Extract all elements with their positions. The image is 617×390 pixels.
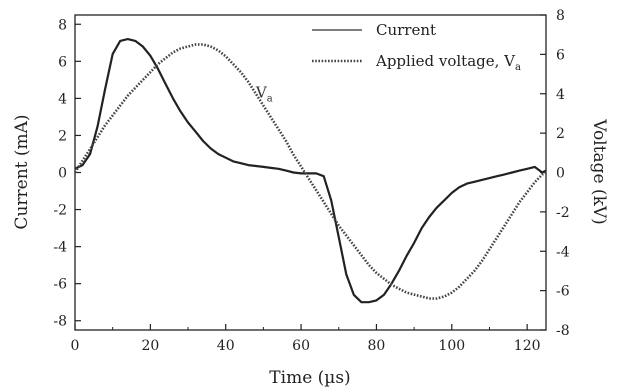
y-left-tick-label-8: -8: [53, 314, 67, 330]
series-layer: [73, 38, 547, 304]
y-left-axis-title: Current (mA): [12, 114, 32, 229]
y-right-axis-title: Voltage (kV): [589, 118, 609, 225]
x-tick-label-5: 100: [438, 338, 465, 354]
legend: Current Applied voltage, Va: [312, 21, 521, 73]
y-left-tick-label-6: -4: [53, 240, 67, 256]
y-right-tick-label-2: 4: [556, 87, 565, 103]
series-line-current: [74, 38, 547, 304]
x-tick-label-2: 40: [217, 338, 235, 354]
y-right-tick-label-4: 0: [556, 166, 565, 182]
y-right-tick-label-8: -8: [556, 323, 570, 339]
y-right-axis-ticks: 8 6 4 2 0 -2 -4 -6 -8: [540, 8, 570, 339]
y-left-tick-label-0: 8: [58, 17, 67, 33]
y-left-tick-label-4: 0: [58, 166, 67, 182]
y-left-tick-label-3: 2: [58, 128, 67, 144]
y-right-tick-label-0: 8: [556, 8, 565, 24]
series-line-voltage: [73, 43, 547, 300]
y-right-tick-label-6: -4: [556, 244, 570, 260]
legend-label-voltage: Applied voltage, Va: [375, 52, 521, 73]
x-axis-ticks: 0 20 40 60 80 100 120: [71, 324, 541, 354]
voltage-annotation-sub: a: [267, 94, 273, 105]
legend-label-voltage-sub: a: [515, 62, 521, 73]
x-tick-label-0: 0: [71, 338, 80, 354]
x-tick-label-6: 120: [514, 338, 541, 354]
y-right-tick-label-5: -2: [556, 205, 570, 221]
y-left-tick-label-1: 6: [58, 54, 67, 70]
legend-label-current: Current: [376, 21, 436, 39]
x-tick-label-3: 60: [292, 338, 310, 354]
y-right-tick-label-3: 2: [556, 126, 565, 142]
y-left-axis-ticks: 8 6 4 2 0 -2 -4 -6 -8: [53, 17, 81, 330]
y-left-tick-label-2: 4: [58, 91, 67, 107]
y-right-tick-label-1: 6: [556, 47, 565, 63]
y-right-tick-label-7: -6: [556, 284, 570, 300]
legend-label-voltage-main: Applied voltage, V: [375, 52, 516, 70]
x-tick-label-4: 80: [368, 338, 386, 354]
y-left-tick-label-7: -6: [53, 277, 67, 293]
voltage-annotation-main: V: [255, 84, 268, 102]
y-left-tick-label-5: -2: [53, 203, 67, 219]
voltage-annotation: Va: [255, 84, 273, 105]
x-axis-title: Time (µs): [269, 368, 350, 388]
x-tick-label-1: 20: [141, 338, 159, 354]
